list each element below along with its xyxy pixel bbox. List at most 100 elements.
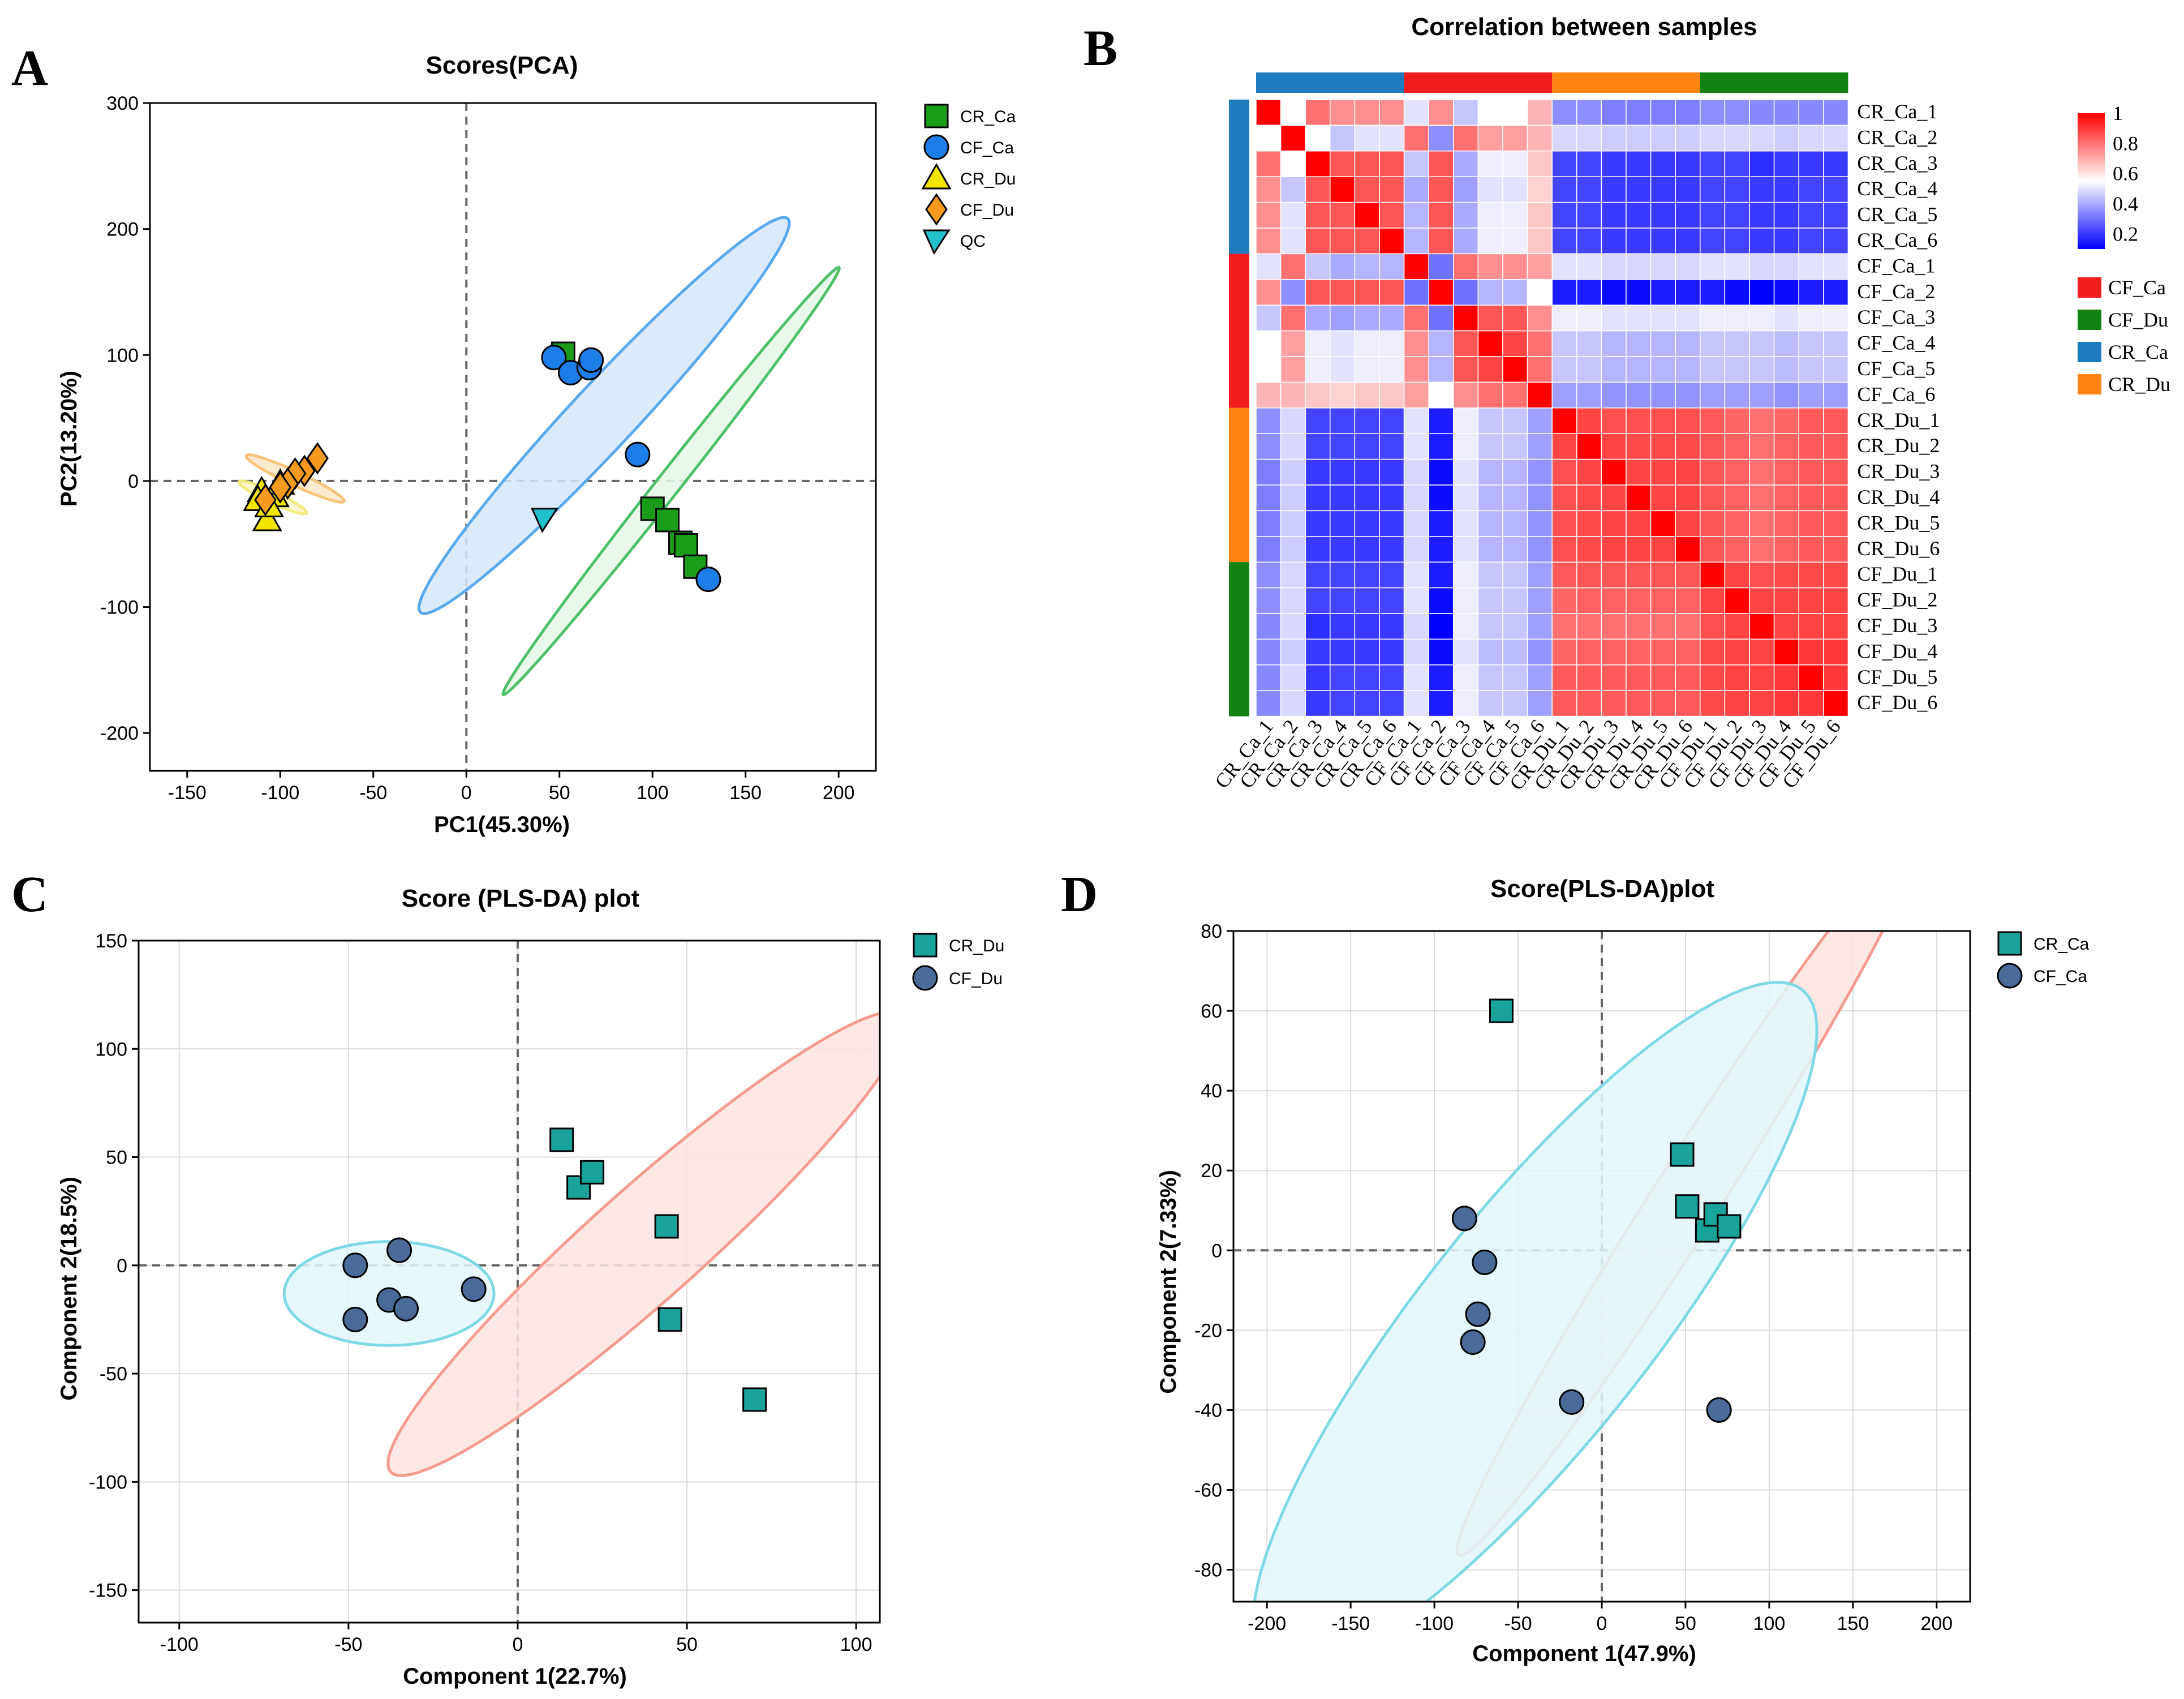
heatmap-cell	[1477, 407, 1503, 434]
heatmap-cell	[1823, 381, 1849, 409]
heatmap-cell	[1453, 458, 1479, 486]
panel-d-ytick-label: -40	[1194, 1400, 1222, 1421]
heatmap-cell	[1453, 561, 1479, 589]
heatmap-cell	[1379, 151, 1405, 177]
heatmap-cell	[1305, 253, 1331, 280]
heatmap-cell	[1675, 664, 1701, 691]
heatmap-cell	[1551, 484, 1577, 512]
heatmap-cell	[1305, 536, 1331, 563]
heatmap-cell	[1576, 536, 1602, 563]
heatmap-cell	[1773, 125, 1799, 152]
heatmap-cell	[1823, 587, 1849, 614]
heatmap-cell	[1675, 279, 1701, 306]
heatmap-cell	[1551, 407, 1577, 434]
heatmap-cell	[1700, 125, 1726, 152]
panel-a-series-cf-du	[254, 442, 329, 516]
heatmap-cell	[1626, 228, 1652, 255]
panel-c-ytick-label: 100	[95, 1039, 127, 1060]
heatmap-cell	[1724, 125, 1750, 152]
heatmap-cell	[1626, 279, 1652, 306]
group-legend-label: CF_Du	[2108, 308, 2168, 331]
panel-d-point-cf-ca	[1460, 1329, 1486, 1355]
panel-a-legend-label: QC	[960, 232, 986, 251]
heatmap-cell	[1798, 458, 1824, 486]
heatmap-cell	[1675, 510, 1701, 537]
panel-a-xlabel: PC1(45.30%)	[434, 812, 570, 837]
heatmap-cell	[1527, 407, 1553, 434]
heatmap-cell	[1280, 330, 1306, 357]
panel-c-plot-area: -100 -50 0 50 100 -150 -100 -50 0 50 100 150	[89, 930, 881, 1655]
heatmap-cell	[1749, 330, 1775, 357]
heatmap-cell	[1749, 638, 1775, 666]
heatmap-cell	[1502, 381, 1528, 409]
panel-b-group-legend: CF_Ca CF_Du CR_Ca CR_Du	[2078, 276, 2170, 396]
heatmap-cell	[1502, 201, 1528, 229]
heatmap-cell	[1477, 356, 1503, 383]
heatmap-row-label: CR_Ca_6	[1857, 229, 1937, 251]
heatmap-cell	[1724, 201, 1750, 229]
heatmap-cell	[1379, 201, 1405, 229]
heatmap-cell	[1453, 638, 1479, 666]
heatmap-cell	[1527, 356, 1553, 383]
heatmap-cell	[1403, 407, 1429, 434]
heatmap-cell	[1700, 561, 1726, 589]
heatmap-cell	[1551, 201, 1577, 229]
heatmap-cell	[1477, 510, 1503, 537]
heatmap-cell	[1626, 125, 1652, 152]
heatmap-cell	[1551, 228, 1577, 255]
heatmap-cell	[1453, 356, 1479, 383]
heatmap-cell	[1453, 510, 1479, 537]
heatmap-cell	[1354, 407, 1380, 434]
panel-letter-d: D	[1061, 866, 1098, 923]
heatmap-row-label: CR_Du_5	[1857, 511, 1940, 534]
panel-d-xtick-label: -200	[1248, 1613, 1286, 1634]
heatmap-cell	[1428, 638, 1454, 666]
panel-c-legend-label: CR_Du	[949, 937, 1004, 955]
heatmap-cell	[1379, 458, 1405, 486]
heatmap-cell	[1626, 356, 1652, 383]
panel-c-point-cr-du	[580, 1160, 605, 1185]
panel-a-legend-label: CR_Du	[960, 170, 1016, 188]
heatmap-cell	[1650, 253, 1676, 280]
heatmap-cell	[1379, 561, 1405, 589]
heatmap-cell	[1675, 613, 1701, 640]
heatmap-cell	[1379, 433, 1405, 460]
heatmap-cell	[1428, 561, 1454, 589]
heatmap-cell	[1798, 690, 1824, 717]
panel-a-ytick-label: -200	[100, 723, 139, 744]
heatmap-cell	[1798, 304, 1824, 332]
panel-d-point-cr-ca	[1489, 998, 1514, 1023]
heatmap-cell	[1551, 458, 1577, 486]
heatmap-cell	[1675, 356, 1701, 383]
panel-d-ellipse-cf-ca	[1253, 980, 1818, 1602]
heatmap-cell	[1403, 587, 1429, 614]
heatmap-cell	[1798, 407, 1824, 434]
panel-d-legend-marker	[1997, 963, 2023, 989]
heatmap-cell	[1724, 381, 1750, 409]
heatmap-cell	[1626, 407, 1652, 434]
heatmap-cell	[1453, 536, 1479, 563]
heatmap-cell	[1330, 304, 1356, 332]
heatmap-cell	[1428, 510, 1454, 537]
heatmap-cell	[1551, 561, 1577, 589]
panel-c-ellipses	[282, 1012, 880, 1477]
heatmap-cell	[1330, 536, 1356, 563]
panel-c-point-cr-du	[549, 1127, 574, 1152]
heatmap-cell	[1749, 304, 1775, 332]
heatmap-cell	[1354, 279, 1380, 306]
heatmap-cell	[1256, 304, 1282, 332]
heatmap-cell	[1502, 228, 1528, 255]
heatmap-cell	[1749, 690, 1775, 717]
colorbar-ramp	[2078, 113, 2105, 249]
heatmap-cell	[1403, 433, 1429, 460]
heatmap-cell	[1428, 356, 1454, 383]
heatmap-cell	[1280, 407, 1306, 434]
heatmap-cell	[1403, 125, 1429, 152]
panel-d-ytick-label: -60	[1194, 1480, 1222, 1501]
panel-d-point-cf-ca	[1465, 1301, 1491, 1327]
heatmap-cell	[1823, 125, 1849, 152]
heatmap-cell	[1798, 151, 1824, 177]
heatmap-row-label: CF_Ca_4	[1857, 332, 1935, 354]
heatmap-cell	[1477, 253, 1503, 280]
heatmap-cell	[1379, 690, 1405, 717]
